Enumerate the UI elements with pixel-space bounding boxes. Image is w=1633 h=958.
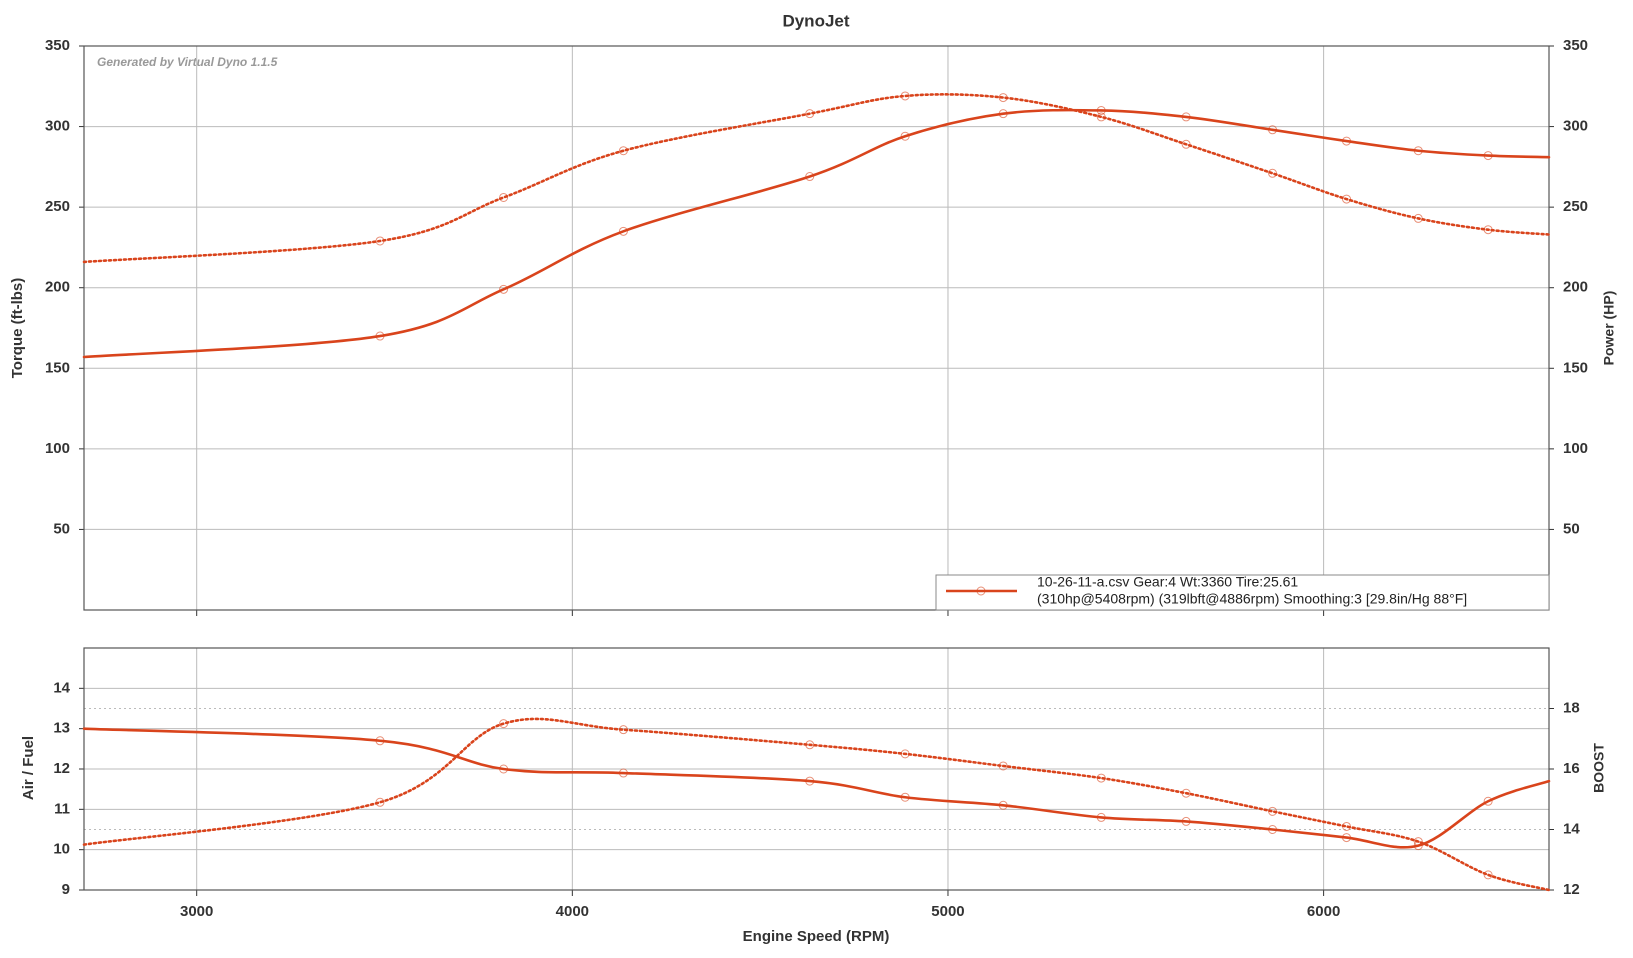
y-tick-label: 200 [45, 279, 70, 296]
data-point [900, 749, 910, 759]
data-point [375, 736, 385, 746]
data-point [499, 284, 509, 294]
annotation: Generated by Virtual Dyno 1.1.5 [97, 55, 278, 69]
data-point [1268, 806, 1278, 816]
plot-frame [83, 45, 1550, 611]
y2-tick-label: 16 [1563, 760, 1580, 777]
data-point [998, 109, 1008, 119]
plot-frame [83, 647, 1550, 891]
data-point [900, 91, 910, 101]
data-point [805, 740, 815, 750]
series-line [82, 727, 1551, 849]
data-point [499, 764, 509, 774]
data-point [1483, 151, 1493, 161]
data-point [618, 146, 628, 156]
y-axis-label: Torque (ft-lbs) [9, 278, 26, 379]
legend-text: 10-26-11-a.csv Gear:4 Wt:3360 Tire:25.61 [1037, 574, 1298, 590]
y2-axis-label: BOOST [1591, 743, 1607, 793]
data-point [1342, 833, 1352, 843]
data-point [1342, 136, 1352, 146]
y2-tick-label: 350 [1563, 37, 1588, 54]
y-tick-label: 9 [62, 881, 70, 898]
y-tick-label: 300 [45, 118, 70, 135]
series-line [82, 717, 1551, 892]
data-point [618, 768, 628, 778]
data-point [375, 797, 385, 807]
y-tick-label: 100 [45, 440, 70, 457]
legend-box [935, 574, 1550, 611]
data-point [1413, 837, 1423, 847]
data-point [900, 792, 910, 802]
data-point [1096, 105, 1106, 115]
x-tick-label: 3000 [180, 903, 213, 920]
data-point [375, 331, 385, 341]
data-point [375, 236, 385, 246]
data-point [1483, 225, 1493, 235]
data-point [1181, 816, 1191, 826]
chart-title: DynoJet [782, 11, 849, 30]
data-point [1096, 773, 1106, 783]
data-point [1181, 788, 1191, 798]
data-point [1181, 112, 1191, 122]
y-tick-label: 50 [53, 520, 70, 537]
data-point [1096, 812, 1106, 822]
data-point [1268, 168, 1278, 178]
data-point [1342, 821, 1352, 831]
y2-tick-label: 14 [1563, 820, 1580, 837]
y2-tick-label: 200 [1563, 279, 1588, 296]
y2-tick-label: 50 [1563, 520, 1580, 537]
y-tick-label: 250 [45, 198, 70, 215]
data-point [1342, 194, 1352, 204]
data-point [805, 776, 815, 786]
data-point [1413, 213, 1423, 223]
y2-tick-label: 12 [1563, 881, 1580, 898]
y2-tick-label: 250 [1563, 198, 1588, 215]
data-point [1413, 146, 1423, 156]
data-point [1483, 870, 1493, 880]
y-tick-label: 10 [53, 841, 70, 858]
data-point [998, 800, 1008, 810]
y2-tick-label: 150 [1563, 359, 1588, 376]
y-tick-label: 150 [45, 359, 70, 376]
y2-tick-label: 300 [1563, 118, 1588, 135]
data-point [1268, 125, 1278, 135]
legend-text: (310hp@5408rpm) (319lbft@4886rpm) Smooth… [1037, 591, 1467, 607]
data-point [998, 93, 1008, 103]
x-tick-label: 5000 [931, 903, 964, 920]
y-tick-label: 14 [53, 679, 70, 696]
data-point [1268, 825, 1278, 834]
data-point [998, 761, 1008, 771]
data-point [499, 192, 509, 202]
x-tick-label: 4000 [556, 903, 589, 920]
x-tick-label: 6000 [1307, 903, 1340, 920]
series-line [82, 93, 1551, 264]
data-point [618, 226, 628, 236]
y-tick-label: 350 [45, 37, 70, 54]
x-axis-label: Engine Speed (RPM) [743, 928, 890, 945]
y-tick-label: 11 [54, 800, 70, 817]
y2-tick-label: 100 [1563, 440, 1588, 457]
y-tick-label: 12 [53, 760, 70, 777]
data-point [805, 109, 815, 119]
y-tick-label: 13 [53, 720, 70, 737]
data-point [805, 172, 815, 182]
legend-marker [976, 586, 986, 596]
series-line [82, 108, 1551, 359]
data-point [1483, 796, 1493, 806]
y-axis-label: Air / Fuel [20, 736, 37, 800]
y2-tick-label: 18 [1563, 699, 1580, 716]
data-point [1181, 139, 1191, 149]
data-point [900, 131, 910, 141]
y2-axis-label: Power (HP) [1601, 291, 1617, 366]
data-point [499, 719, 509, 729]
data-point [1096, 112, 1106, 122]
data-point [618, 725, 628, 735]
